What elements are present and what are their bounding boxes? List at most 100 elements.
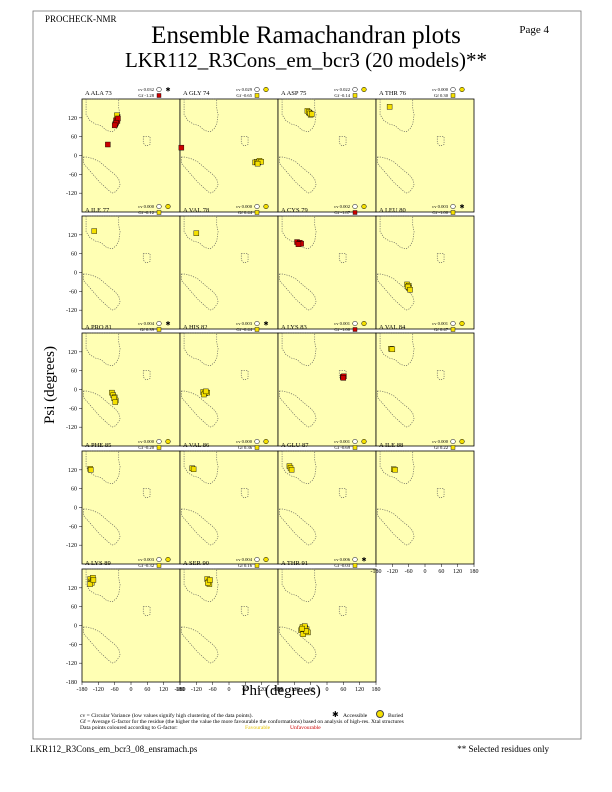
page-frame	[32, 10, 582, 740]
data-point	[193, 230, 200, 236]
cv-value: cv 0.002	[334, 204, 351, 209]
allowed-region	[436, 253, 445, 264]
panel-background	[81, 332, 181, 447]
x-tick-label: 120	[355, 687, 364, 693]
buried-icon	[459, 320, 465, 327]
data-point	[105, 141, 111, 148]
gf-value: Gf 0.39	[140, 327, 155, 332]
cv-icon	[352, 203, 358, 210]
x-tick-label: 60	[340, 687, 346, 693]
gf-value: Gf -0.14	[334, 93, 350, 98]
cv-icon	[352, 438, 358, 445]
legend-favourable: Favourable	[245, 725, 271, 731]
residue-label: A LEU 80	[379, 207, 406, 214]
x-tick-label: -60	[111, 687, 119, 693]
y-tick-label: 0	[74, 271, 77, 277]
cv-value: cv 0.003	[236, 321, 253, 326]
x-tick-label: 0	[424, 569, 427, 575]
y-tick-label: -60	[69, 172, 77, 178]
panel-background	[81, 215, 181, 330]
allowed-region	[436, 136, 445, 147]
y-tick-label: 60	[71, 252, 77, 258]
data-point	[111, 122, 118, 129]
gf-swatch	[352, 93, 358, 98]
panel-background	[179, 450, 279, 565]
legend-gf-text: Gf = Average G-factor for the residue (t…	[80, 719, 404, 725]
panel-background	[179, 98, 279, 213]
cv-value: cv 0.003	[432, 204, 449, 209]
allowed-region	[279, 273, 317, 311]
x-tick-label: 120	[257, 687, 266, 693]
legend-colour-text: Data points coloured according to G-fact…	[80, 725, 178, 731]
cv-icon	[352, 556, 358, 563]
gf-swatch	[352, 210, 358, 215]
y-tick-label: 120	[68, 233, 77, 239]
allowed-region	[436, 370, 445, 381]
cv-icon	[156, 320, 162, 327]
footer-filename: LKR112_R3Cons_em_bcr3_08_ensramach.ps	[30, 744, 198, 754]
allowed-region	[338, 488, 347, 499]
gf-value: Gf -0.32	[138, 563, 154, 568]
accessible-icon: ✱	[165, 87, 170, 94]
allowed-region	[377, 390, 415, 428]
cv-value: cv 0.004	[138, 321, 155, 326]
y-tick-label: 0	[74, 506, 77, 512]
y-tick-label: -120	[66, 308, 77, 314]
data-point	[207, 577, 213, 583]
x-tick-label: 0	[228, 687, 231, 693]
cv-icon	[254, 86, 260, 93]
y-tick-label: 120	[68, 468, 77, 474]
buried-icon	[165, 556, 171, 563]
accessible-icon: ✱	[332, 710, 339, 719]
gf-value: Gf 0.47	[434, 327, 449, 332]
cv-value: cv 0.000	[432, 87, 449, 92]
x-tick-label: 0	[130, 687, 133, 693]
page-subtitle: LKR112_R3Cons_em_bcr3 (20 models)**	[124, 48, 488, 72]
allowed-region	[83, 390, 121, 428]
buried-icon	[361, 320, 367, 327]
allowed-region	[338, 253, 347, 264]
cv-value: cv 0.000	[432, 439, 449, 444]
gf-swatch	[450, 93, 456, 98]
x-tick-label: 120	[453, 569, 462, 575]
allowed-region	[240, 488, 249, 499]
allowed-region	[279, 626, 317, 664]
gf-value: Gf -0.65	[236, 93, 252, 98]
cv-value: cv 0.022	[334, 87, 351, 92]
buried-icon	[459, 86, 465, 93]
cv-icon	[352, 86, 358, 93]
y-tick-label: 0	[74, 624, 77, 630]
data-point	[288, 467, 295, 473]
cv-icon	[450, 320, 456, 327]
data-point	[190, 466, 197, 472]
gf-swatch	[156, 93, 162, 98]
panel-background	[179, 332, 279, 447]
data-point	[299, 625, 305, 632]
page-title: Ensemble Ramachandran plots	[151, 22, 461, 49]
legend-unfavourable: Unfavourable	[290, 725, 321, 731]
buried-icon	[263, 438, 269, 445]
allowed-region	[240, 370, 249, 381]
gf-value: Gf 0.16	[238, 563, 253, 568]
buried-icon	[361, 438, 367, 445]
allowed-region	[142, 253, 151, 264]
residue-label: A GLU 87	[281, 442, 309, 449]
allowed-region	[181, 156, 219, 194]
gf-value: Gf -1.00	[334, 327, 350, 332]
gf-swatch	[352, 445, 358, 450]
cv-icon	[156, 438, 162, 445]
panel-background	[81, 98, 181, 213]
panel-background	[375, 450, 475, 565]
gf-swatch	[156, 445, 162, 450]
accessible-icon: ✱	[165, 321, 170, 328]
x-tick-label: -120	[93, 687, 104, 693]
buried-icon	[376, 710, 384, 718]
y-tick-label: 60	[71, 605, 77, 611]
gf-value: Gf -0.20	[138, 445, 154, 450]
allowed-region	[83, 626, 121, 664]
residue-label: A HIS 82	[183, 324, 208, 331]
cv-icon	[254, 556, 260, 563]
accessible-icon: ✱	[361, 557, 366, 564]
x-tick-label: 0	[326, 687, 329, 693]
y-tick-label: -60	[69, 524, 77, 530]
